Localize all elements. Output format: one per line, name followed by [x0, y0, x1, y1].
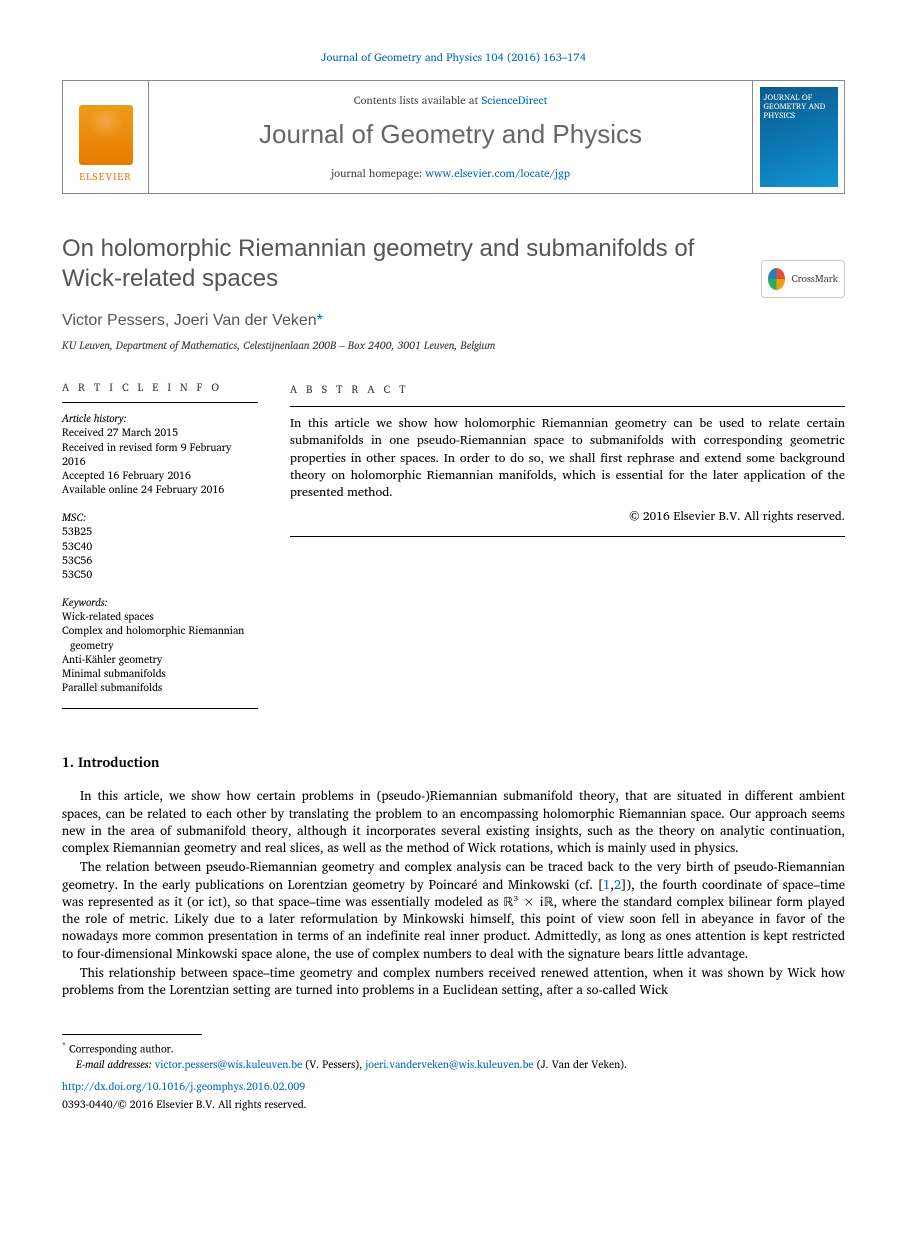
journal-cover-thumbnail: JOURNAL OF GEOMETRY AND PHYSICS	[760, 87, 838, 187]
body-paragraph: This relationship between space–time geo…	[62, 964, 845, 999]
msc-block: MSC: 53B25 53C40 53C56 53C50	[62, 510, 258, 581]
crossmark-badge[interactable]: CrossMark	[761, 260, 845, 298]
footer-meta: http://dx.doi.org/10.1016/j.geomphys.201…	[62, 1077, 845, 1113]
keywords-block: Keywords: Wick-related spaces Complex an…	[62, 595, 258, 694]
publisher-name: ELSEVIER	[79, 169, 131, 185]
homepage-prefix: journal homepage:	[331, 164, 425, 182]
author-affiliation: KU Leuven, Department of Mathematics, Ce…	[62, 336, 845, 354]
email-footnote: E-mail addresses: victor.pessers@wis.kul…	[62, 1057, 845, 1072]
contents-line: Contents lists available at ScienceDirec…	[157, 91, 744, 109]
body-paragraph: In this article, we show how certain pro…	[62, 787, 845, 856]
journal-homepage-line: journal homepage: www.elsevier.com/locat…	[157, 164, 744, 182]
footnote-rule	[62, 1034, 202, 1035]
publisher-cell: ELSEVIER	[63, 81, 149, 193]
article-info-column: A R T I C L E I N F O Article history: R…	[62, 380, 258, 717]
abstract-header: A B S T R A C T	[290, 380, 845, 398]
email-link[interactable]: joeri.vanderveken@wis.kuleuven.be	[365, 1055, 533, 1073]
issn-copyright-line: 0393-0440/© 2016 Elsevier B.V. All right…	[62, 1095, 845, 1113]
author-names: Victor Pessers, Joeri Van der Veken	[62, 312, 317, 329]
abstract-column: A B S T R A C T In this article we show …	[290, 380, 845, 717]
sciencedirect-link[interactable]: ScienceDirect	[482, 91, 548, 109]
footnote-block: * Corresponding author. E-mail addresses…	[62, 1041, 845, 1071]
section-1-title: 1. Introduction	[62, 751, 845, 773]
cover-title-text: JOURNAL OF GEOMETRY AND PHYSICS	[764, 93, 834, 119]
keyword-item: Parallel submanifolds	[62, 680, 258, 694]
email-paren: (J. Van der Veken).	[534, 1055, 627, 1073]
keyword-item: Complex and holomorphic Riemannian geome…	[62, 623, 258, 651]
crossmark-label: CrossMark	[791, 271, 838, 287]
journal-name: Journal of Geometry and Physics	[157, 119, 744, 150]
header-box: ELSEVIER Contents lists available at Sci…	[62, 80, 845, 194]
article-title: On holomorphic Riemannian geometry and s…	[62, 234, 702, 294]
footnote-marker: *	[62, 1040, 66, 1052]
email-paren: (V. Pessers),	[302, 1055, 365, 1073]
header-center: Contents lists available at ScienceDirec…	[149, 81, 752, 193]
article-info-header: A R T I C L E I N F O	[62, 380, 258, 394]
body-paragraph: The relation between pseudo-Riemannian g…	[62, 858, 845, 962]
elsevier-logo-icon	[79, 105, 133, 165]
cover-cell: JOURNAL OF GEOMETRY AND PHYSICS	[752, 81, 844, 193]
history-revised: Received in revised form 9 February 2016	[62, 440, 258, 468]
crossmark-icon	[768, 268, 785, 290]
journal-homepage-link[interactable]: www.elsevier.com/locate/jgp	[425, 164, 570, 182]
doi-link[interactable]: http://dx.doi.org/10.1016/j.geomphys.201…	[62, 1077, 305, 1095]
email-link[interactable]: victor.pessers@wis.kuleuven.be	[155, 1055, 303, 1073]
msc-item: 53C50	[62, 567, 258, 581]
abstract-text: In this article we show how holomorphic …	[290, 415, 845, 501]
top-citation-line: Journal of Geometry and Physics 104 (201…	[62, 48, 845, 66]
history-online: Available online 24 February 2016	[62, 482, 258, 496]
contents-prefix: Contents lists available at	[354, 91, 482, 109]
abstract-copyright: © 2016 Elsevier B.V. All rights reserved…	[290, 507, 845, 526]
article-history-block: Article history: Received 27 March 2015 …	[62, 411, 258, 496]
corresponding-marker: *	[317, 312, 323, 329]
author-list: Victor Pessers, Joeri Van der Veken*	[62, 312, 845, 330]
email-prefix: E-mail addresses:	[76, 1055, 155, 1073]
